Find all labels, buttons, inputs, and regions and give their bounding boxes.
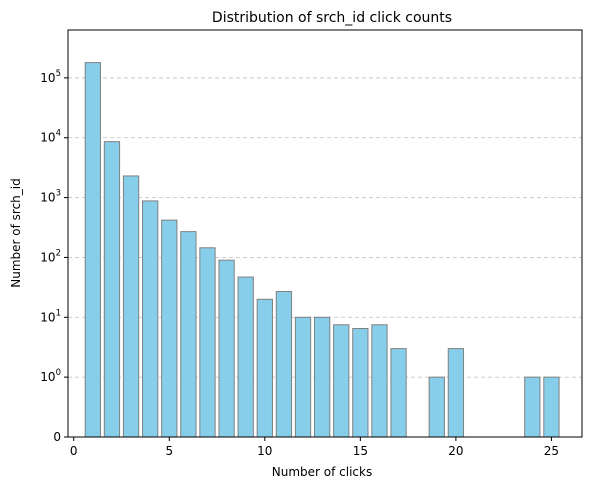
y-tick-label-10e3: 103 [40, 189, 61, 205]
chart-title: Distribution of srch_id click counts [212, 10, 452, 26]
bar-14 [333, 324, 350, 438]
bar-24 [524, 376, 541, 438]
bar-17 [390, 348, 407, 438]
x-tick-label-25: 25 [544, 444, 559, 458]
bar-layer [84, 62, 560, 438]
y-tick-label-10e4: 104 [40, 129, 61, 145]
x-tick-label-10: 10 [257, 444, 272, 458]
x-tick-label-0: 0 [70, 444, 78, 458]
tick-layer: 0 100 101 102 103 104 105 0 5 10 15 20 25 [40, 69, 559, 458]
y-axis-label: Number of srch_id [9, 178, 23, 287]
bar-2 [103, 141, 121, 438]
y-tick-label-0: 0 [53, 430, 61, 444]
y-tick-label-10e0: 100 [40, 368, 61, 384]
y-tick-label-10e1: 101 [40, 308, 61, 324]
bar-16 [371, 324, 388, 438]
x-tick-label-15: 15 [353, 444, 368, 458]
bar-7 [199, 247, 216, 438]
bar-11 [275, 290, 293, 438]
bar-8 [218, 259, 235, 438]
bar-20 [447, 348, 465, 438]
bar-3 [122, 175, 140, 438]
bar-15 [352, 327, 369, 438]
x-axis-label: Number of clicks [272, 465, 372, 479]
y-tick-label-10e2: 102 [40, 248, 61, 264]
x-tick-label-20: 20 [448, 444, 463, 458]
bar-12 [294, 316, 312, 438]
bar-19 [428, 376, 445, 438]
bar-6 [180, 231, 197, 438]
bar-5 [161, 219, 178, 438]
y-tick-label-10e5: 105 [40, 69, 61, 85]
bar-9 [237, 276, 254, 438]
x-tick-label-5: 5 [165, 444, 173, 458]
bar-13 [313, 316, 331, 438]
plot-frame [67, 29, 583, 438]
bar-10 [256, 298, 273, 438]
bar-25 [543, 376, 560, 438]
bar-1 [84, 62, 101, 438]
bar-4 [142, 200, 159, 438]
